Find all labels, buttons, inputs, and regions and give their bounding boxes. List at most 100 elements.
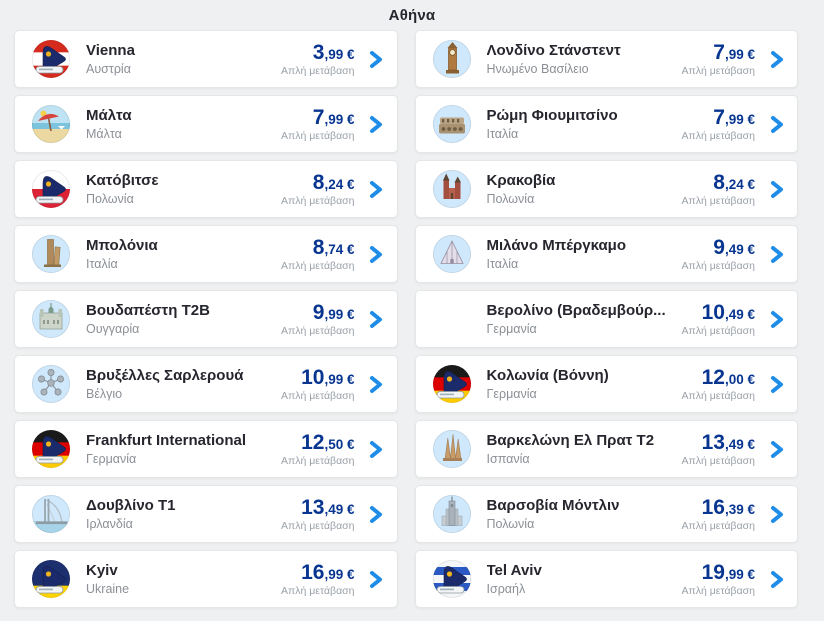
price-integer: 8 — [713, 170, 725, 194]
destination-grid: Vienna Αυστρία 3,99 € Απλή μετάβαση Λονδ… — [0, 30, 824, 616]
destination-country: Γερμανία — [486, 387, 537, 402]
chevron-right-icon[interactable] — [368, 570, 384, 589]
fare-type-label: Απλή μετάβαση — [281, 324, 355, 337]
destination-card[interactable]: Μάλτα Μάλτα 7,99 € Απλή μετάβαση — [14, 95, 398, 153]
price: 8,74 € — [281, 237, 355, 258]
destination-card[interactable]: Κολωνία (Βόννη) Γερμανία 12,00 € Απλή με… — [414, 355, 798, 413]
destination-card[interactable]: Δουβλίνο T1 Ιρλανδία 13,49 € Απλή μετάβα… — [14, 485, 398, 543]
destination-name: Βαρσοβία Μόντλιν — [486, 496, 620, 514]
fare-block: 10,99 € Απλή μετάβαση — [281, 367, 355, 402]
price: 16,39 € — [682, 497, 755, 518]
price: 7,99 € — [682, 107, 755, 128]
destination-info: Δουβλίνο T1 Ιρλανδία — [86, 497, 281, 532]
destination-info: Vienna Αυστρία — [86, 42, 281, 77]
destination-name: Βουδαπέστη T2B — [86, 301, 210, 319]
chevron-right-icon[interactable] — [768, 440, 784, 459]
poland-flag-tail-icon — [31, 169, 71, 209]
destination-card[interactable]: Μπολόνια Ιταλία 8,74 € Απλή μετάβαση — [14, 225, 398, 283]
price: 3,99 € — [281, 42, 355, 63]
price-integer: 8 — [312, 170, 325, 194]
price-integer: 10 — [301, 365, 325, 389]
chevron-right-icon[interactable] — [768, 570, 784, 589]
fare-block: 19,99 € Απλή μετάβαση — [682, 562, 756, 597]
fare-type-label: Απλή μετάβαση — [281, 584, 355, 597]
destination-country: Αυστρία — [86, 62, 131, 77]
destination-card[interactable]: Frankfurt International Γερμανία 12,50 €… — [14, 420, 398, 478]
bologna-towers-icon — [31, 234, 71, 274]
price-decimal: ,99 € — [324, 566, 355, 582]
germany-flag-tail-icon — [432, 364, 472, 404]
price: 7,99 € — [281, 107, 355, 128]
chevron-right-icon[interactable] — [368, 310, 384, 329]
chevron-right-icon[interactable] — [368, 375, 384, 394]
chevron-right-icon[interactable] — [768, 245, 784, 264]
destination-card[interactable]: Βαρσοβία Μόντλιν Πολωνία 16,39 € Απλή με… — [414, 485, 798, 543]
price-integer: 3 — [312, 40, 325, 64]
destination-country: Μάλτα — [86, 127, 122, 142]
fare-block: 7,99 € Απλή μετάβαση — [682, 107, 756, 142]
price-integer: 16 — [301, 560, 325, 584]
colosseum-icon — [432, 104, 472, 144]
chevron-right-icon[interactable] — [768, 180, 784, 199]
price: 10,99 € — [281, 365, 355, 389]
destination-card[interactable]: Βερολίνο (Βραδεμβούρ... Γερμανία 10,49 €… — [414, 290, 798, 348]
price-decimal: ,49 € — [724, 436, 755, 452]
chevron-right-icon[interactable] — [368, 115, 384, 134]
destination-name: Μάλτα — [86, 106, 132, 124]
destination-card[interactable]: Λονδίνο Στάνστεντ Ηνωμένο Βασίλειο 7,99 … — [414, 30, 798, 88]
destination-card[interactable]: Κατόβιτσε Πολωνία 8,24 € Απλή μετάβαση — [14, 160, 398, 218]
destination-card[interactable]: Βαρκελώνη Ελ Πρατ T2 Ισπανία 13,49 € Απλ… — [414, 420, 798, 478]
destination-info: Μάλτα Μάλτα — [86, 107, 281, 142]
price: 13,49 € — [281, 497, 354, 518]
destination-name: Βρυξέλλες Σαρλερουά — [86, 366, 244, 384]
price: 16,99 € — [281, 560, 355, 584]
price: 9,99 € — [281, 302, 355, 323]
destination-country: Ουγγαρία — [86, 322, 140, 337]
chevron-right-icon[interactable] — [368, 180, 384, 199]
fare-type-label: Απλή μετάβαση — [681, 389, 756, 402]
fare-type-label: Απλή μετάβαση — [281, 454, 355, 467]
chevron-right-icon[interactable] — [768, 505, 784, 524]
price: 12,50 € — [281, 432, 355, 453]
chevron-right-icon[interactable] — [768, 115, 784, 134]
destination-info: Βαρκελώνη Ελ Πρατ T2 Ισπανία — [487, 432, 682, 467]
fare-block: 10,49 € Απλή μετάβαση — [682, 302, 756, 337]
chevron-right-icon[interactable] — [368, 245, 384, 264]
destination-card[interactable]: Μιλάνο Μπέργκαμο Ιταλία 9,49 € Απλή μετά… — [414, 225, 798, 283]
price-integer: 19 — [701, 560, 725, 584]
destination-info: Frankfurt International Γερμανία — [86, 432, 281, 467]
germany-flag-tail-icon — [31, 429, 71, 469]
price-decimal: ,99 € — [324, 46, 355, 62]
destination-country: Ιταλία — [486, 257, 519, 272]
fare-type-label: Απλή μετάβαση — [281, 259, 355, 272]
price-decimal: ,49 € — [724, 241, 755, 257]
price-decimal: ,24 € — [724, 176, 755, 192]
fare-block: 7,99 € Απλή μετάβαση — [281, 107, 355, 142]
destination-name: Tel Aviv — [486, 561, 542, 579]
destination-card[interactable]: Vienna Αυστρία 3,99 € Απλή μετάβαση — [14, 30, 398, 88]
destination-card[interactable]: Ρώμη Φιουμιτσίνο Ιταλία 7,99 € Απλή μετά… — [414, 95, 798, 153]
fare-type-label: Απλή μετάβαση — [681, 194, 756, 207]
fare-block: 3,99 € Απλή μετάβαση — [281, 42, 355, 77]
destination-info: Βρυξέλλες Σαρλερουά Βέλγιο — [86, 367, 281, 402]
destination-card[interactable]: Kyiv Ukraine 16,99 € Απλή μετάβαση — [14, 550, 398, 608]
chevron-right-icon[interactable] — [368, 505, 384, 524]
fare-type-label: Απλή μετάβαση — [681, 454, 756, 467]
destination-card[interactable]: Κρακοβία Πολωνία 8,24 € Απλή μετάβαση — [414, 160, 798, 218]
chevron-right-icon[interactable] — [768, 375, 784, 394]
destination-country: Ιταλία — [486, 127, 519, 142]
destination-card[interactable]: Tel Aviv Ισραήλ 19,99 € Απλή μετάβαση — [414, 550, 798, 608]
price-decimal: ,50 € — [324, 436, 355, 452]
destination-card[interactable]: Βουδαπέστη T2B Ουγγαρία 9,99 € Απλή μετά… — [14, 290, 398, 348]
chevron-right-icon[interactable] — [368, 440, 384, 459]
price-decimal: ,39 € — [724, 501, 755, 517]
price-decimal: ,99 € — [324, 371, 355, 387]
chevron-right-icon[interactable] — [768, 310, 784, 329]
chevron-right-icon[interactable] — [368, 50, 384, 69]
destination-country: Γερμανία — [86, 452, 137, 467]
destination-country: Ισραήλ — [486, 582, 526, 597]
destination-card[interactable]: Βρυξέλλες Σαρλερουά Βέλγιο 10,99 € Απλή … — [14, 355, 398, 413]
destination-name: Δουβλίνο T1 — [86, 496, 176, 514]
chevron-right-icon[interactable] — [768, 50, 784, 69]
destination-country: Ιρλανδία — [86, 517, 133, 532]
